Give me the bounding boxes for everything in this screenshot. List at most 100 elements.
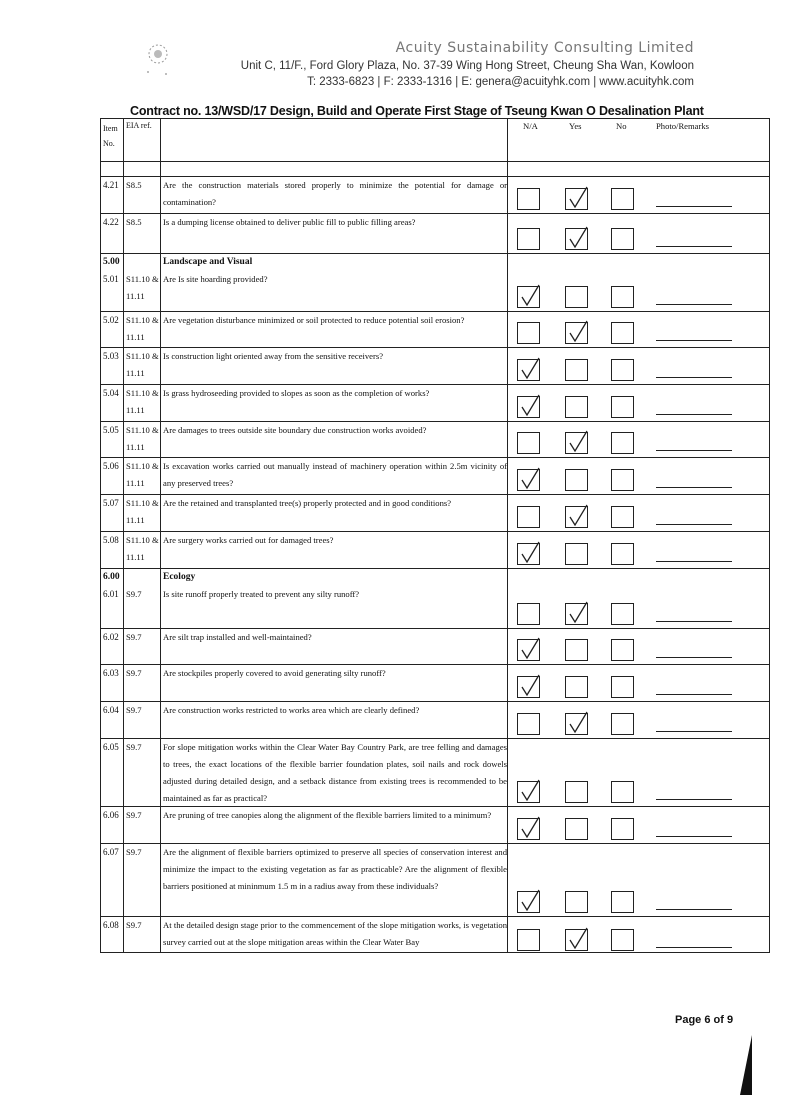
checkbox-na[interactable] xyxy=(517,779,540,803)
checkbox-na[interactable] xyxy=(517,432,540,454)
checkbox-na[interactable] xyxy=(517,713,540,735)
checkbox-yes[interactable] xyxy=(565,818,588,840)
checkbox-yes[interactable] xyxy=(565,543,588,565)
check-mark-icon xyxy=(521,394,540,417)
remarks-field[interactable] xyxy=(656,731,732,732)
checkbox-na[interactable] xyxy=(517,929,540,951)
remarks-field[interactable] xyxy=(656,377,732,378)
checkbox-yes[interactable] xyxy=(565,676,588,698)
checkbox-no[interactable] xyxy=(611,228,634,250)
remarks-field[interactable] xyxy=(656,340,732,341)
eia-reference: S8.5 xyxy=(126,217,142,227)
eia-reference: S11.10 & 11.11 xyxy=(126,351,159,378)
table-row: 6.00 Ecology 6.01 S9.7 Is site runoff proper… xyxy=(101,568,769,629)
checkbox-na[interactable] xyxy=(517,394,540,418)
remarks-field[interactable] xyxy=(656,836,732,837)
item-number: 6.02 xyxy=(103,632,119,642)
checkbox-na[interactable] xyxy=(517,467,540,491)
eia-reference: S9.7 xyxy=(126,810,142,820)
checkbox-no[interactable] xyxy=(611,506,634,528)
table-row: 6.07 S9.7 Are the alignment of flexible ba… xyxy=(101,843,769,917)
remarks-field[interactable] xyxy=(656,246,732,247)
checkbox-yes[interactable] xyxy=(565,469,588,491)
checkbox-yes[interactable] xyxy=(565,186,588,210)
checkbox-yes[interactable] xyxy=(565,396,588,418)
item-number: 5.05 xyxy=(103,425,119,435)
item-number: 4.21 xyxy=(103,180,119,190)
blank-row-divider xyxy=(101,161,769,162)
remarks-field[interactable] xyxy=(656,621,732,622)
checkbox-na[interactable] xyxy=(517,889,540,913)
remarks-field[interactable] xyxy=(656,947,732,948)
checkbox-no[interactable] xyxy=(611,603,634,625)
remarks-field[interactable] xyxy=(656,561,732,562)
item-description: Are surgery works carried out for damage… xyxy=(163,535,334,545)
checkbox-no[interactable] xyxy=(611,359,634,381)
checkbox-no[interactable] xyxy=(611,396,634,418)
checkbox-no[interactable] xyxy=(611,188,634,210)
table-row: 5.00 Landscape and Visual 5.01 S11.10 & 11.… xyxy=(101,253,769,312)
checkbox-na[interactable] xyxy=(517,188,540,210)
remarks-field[interactable] xyxy=(656,304,732,305)
section-title: Ecology xyxy=(163,572,196,582)
checkbox-yes[interactable] xyxy=(565,359,588,381)
checkbox-yes[interactable] xyxy=(565,711,588,735)
item-number: 5.06 xyxy=(103,461,119,471)
checkbox-no[interactable] xyxy=(611,891,634,913)
checkbox-no[interactable] xyxy=(611,543,634,565)
checkbox-na[interactable] xyxy=(517,322,540,344)
checkbox-yes[interactable] xyxy=(565,639,588,661)
checkbox-yes[interactable] xyxy=(565,891,588,913)
checkbox-yes[interactable] xyxy=(565,504,588,528)
checkbox-no[interactable] xyxy=(611,432,634,454)
remarks-field[interactable] xyxy=(656,206,732,207)
checkbox-no[interactable] xyxy=(611,676,634,698)
table-row: 5.04 S11.10 & 11.11 Is grass hydroseeding … xyxy=(101,384,769,422)
eia-reference: S9.7 xyxy=(126,742,142,752)
checkbox-na[interactable] xyxy=(517,228,540,250)
checkbox-na[interactable] xyxy=(517,506,540,528)
check-mark-icon xyxy=(521,889,540,912)
remarks-field[interactable] xyxy=(656,694,732,695)
checkbox-no[interactable] xyxy=(611,929,634,951)
checkbox-no[interactable] xyxy=(611,818,634,840)
item-number: 6.08 xyxy=(103,920,119,930)
checkbox-na[interactable] xyxy=(517,357,540,381)
item-number: 5.08 xyxy=(103,535,119,545)
checkbox-yes[interactable] xyxy=(565,781,588,803)
checkbox-na[interactable] xyxy=(517,603,540,625)
checkbox-no[interactable] xyxy=(611,286,634,308)
checkbox-na[interactable] xyxy=(517,284,540,308)
remarks-field[interactable] xyxy=(656,414,732,415)
checkbox-yes[interactable] xyxy=(565,226,588,250)
checkbox-no[interactable] xyxy=(611,639,634,661)
remarks-field[interactable] xyxy=(656,524,732,525)
remarks-field[interactable] xyxy=(656,450,732,451)
remarks-field[interactable] xyxy=(656,909,732,910)
remarks-field[interactable] xyxy=(656,657,732,658)
checkbox-no[interactable] xyxy=(611,469,634,491)
checkbox-no[interactable] xyxy=(611,781,634,803)
remarks-field[interactable] xyxy=(656,799,732,800)
checkbox-na[interactable] xyxy=(517,816,540,840)
remarks-field[interactable] xyxy=(656,487,732,488)
checkbox-yes[interactable] xyxy=(565,320,588,344)
checkbox-na[interactable] xyxy=(517,637,540,661)
item-description: Is grass hydroseeding provided to slopes… xyxy=(163,388,430,398)
checkbox-yes[interactable] xyxy=(565,601,588,625)
checkbox-yes[interactable] xyxy=(565,286,588,308)
checkbox-yes[interactable] xyxy=(565,430,588,454)
checkbox-na[interactable] xyxy=(517,674,540,698)
check-mark-icon xyxy=(569,430,588,453)
item-description: Are the retained and transplanted tree(s… xyxy=(163,498,452,508)
eia-reference: S11.10 & 11.11 xyxy=(126,315,159,342)
checkbox-na[interactable] xyxy=(517,541,540,565)
item-description: Is construction light oriented away from… xyxy=(163,351,384,361)
item-number: 4.22 xyxy=(103,217,119,227)
header-eia-ref: EIA ref. xyxy=(126,121,152,130)
checkbox-no[interactable] xyxy=(611,713,634,735)
checkbox-no[interactable] xyxy=(611,322,634,344)
check-mark-icon xyxy=(521,467,540,490)
checkbox-yes[interactable] xyxy=(565,927,588,951)
